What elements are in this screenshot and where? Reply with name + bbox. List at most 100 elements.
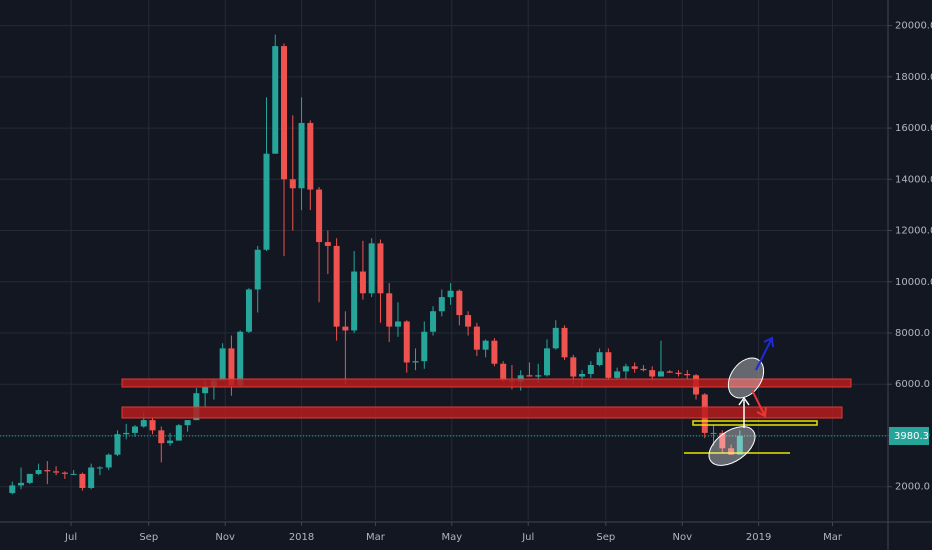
- y-tick-label: 18000.0: [895, 72, 932, 83]
- candle-body: [228, 348, 235, 386]
- candle-body: [552, 327, 559, 349]
- x-tick-label: May: [441, 532, 462, 543]
- candle-body: [254, 249, 261, 290]
- x-tick-label: Sep: [596, 532, 615, 543]
- y-tick-label: 6000.0: [895, 379, 930, 390]
- candle-body: [289, 179, 296, 189]
- yellow-zone: [692, 420, 818, 426]
- candle-body: [544, 348, 551, 376]
- candle-body: [491, 340, 498, 364]
- candle-body: [386, 293, 393, 327]
- x-tick-label: Mar: [366, 532, 386, 543]
- grid: [0, 0, 888, 520]
- candle-body: [158, 430, 165, 444]
- candle-body: [351, 271, 358, 331]
- candle-body: [710, 432, 717, 434]
- x-tick-label: Nov: [672, 532, 692, 543]
- candle-body: [517, 375, 524, 382]
- candle-body: [18, 482, 25, 486]
- candle-body: [272, 46, 279, 154]
- candle-body: [430, 311, 437, 332]
- candle-body: [298, 122, 305, 189]
- resistance-band: [121, 406, 843, 419]
- candle-body: [281, 46, 288, 180]
- candle-body: [263, 153, 270, 250]
- candle-body: [333, 245, 340, 327]
- candle-body: [237, 331, 244, 386]
- candle-body: [394, 321, 401, 327]
- candle-body: [482, 340, 489, 350]
- candle-body: [631, 366, 638, 369]
- candle-body: [412, 361, 419, 363]
- y-tick-label: 10000.0: [895, 277, 932, 288]
- candle-body: [736, 435, 743, 455]
- candle-body: [579, 373, 586, 377]
- candle-body: [184, 420, 191, 426]
- arrow: [751, 389, 765, 415]
- arrow-head: [756, 406, 767, 418]
- y-tick-label: 12000.0: [895, 226, 932, 237]
- candle-body: [123, 432, 130, 435]
- x-tick-label: Jul: [64, 532, 77, 543]
- candle-body: [359, 271, 366, 294]
- candle-body: [570, 357, 577, 377]
- candle-body: [526, 375, 533, 377]
- candle-body: [719, 432, 726, 449]
- arrow: [755, 339, 772, 371]
- candle-body: [605, 352, 612, 378]
- candle-body: [403, 321, 410, 363]
- candle-body: [96, 467, 103, 469]
- y-tick-label: 20000.0: [895, 21, 932, 32]
- arrow-head: [738, 396, 750, 406]
- candle-body: [131, 426, 138, 433]
- drawings: [121, 336, 852, 466]
- candle-body: [456, 290, 463, 316]
- x-tick-label: 2019: [746, 532, 771, 543]
- candle-body: [105, 454, 112, 468]
- x-tick-label: Nov: [215, 532, 235, 543]
- y-tick-label: 16000.0: [895, 123, 932, 134]
- candle-body: [70, 473, 77, 475]
- last-price-tag: [889, 426, 929, 445]
- resistance-band: [121, 378, 852, 388]
- candle-body: [640, 368, 647, 371]
- candle-body: [622, 366, 629, 372]
- x-tick-label: Mar: [823, 532, 843, 543]
- candle-body: [500, 363, 507, 381]
- candle-body: [219, 348, 226, 381]
- candle-body: [26, 473, 33, 483]
- candle-body: [316, 189, 323, 243]
- candle-body: [438, 297, 445, 312]
- candle-body: [587, 365, 594, 374]
- candle-body: [342, 326, 349, 331]
- candle-body: [649, 370, 656, 377]
- candle-body: [61, 472, 68, 474]
- candle-body: [465, 315, 472, 327]
- candle-body: [377, 243, 384, 294]
- candle-body: [202, 386, 209, 394]
- last-price-label: 3980.3: [894, 431, 929, 442]
- highlight-ellipse: [708, 426, 756, 466]
- candle-body: [684, 373, 691, 376]
- highlight-ellipse: [727, 357, 765, 399]
- y-tick-label: 8000.0: [895, 328, 930, 339]
- candles: [9, 34, 743, 495]
- arrow-head: [763, 336, 774, 348]
- candle-body: [114, 434, 121, 455]
- y-tick-label: 14000.0: [895, 174, 932, 185]
- candle-body: [614, 371, 621, 378]
- x-tick-label: Jul: [521, 532, 534, 543]
- candle-body: [9, 485, 16, 494]
- candle-body: [535, 375, 542, 377]
- candle-body: [44, 470, 51, 472]
- candle-body: [421, 331, 428, 362]
- candle-body: [596, 352, 603, 366]
- candle-body: [307, 122, 314, 190]
- candle-body: [447, 290, 454, 298]
- candle-body: [175, 425, 182, 441]
- candle-body: [728, 448, 735, 455]
- candle-body: [473, 326, 480, 350]
